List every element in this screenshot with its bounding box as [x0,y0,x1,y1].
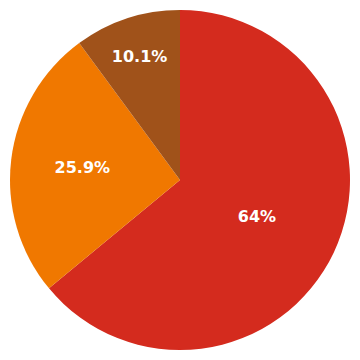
svg-text:64%: 64% [238,207,276,226]
svg-text:10.1%: 10.1% [112,47,168,66]
svg-text:25.9%: 25.9% [55,158,111,177]
